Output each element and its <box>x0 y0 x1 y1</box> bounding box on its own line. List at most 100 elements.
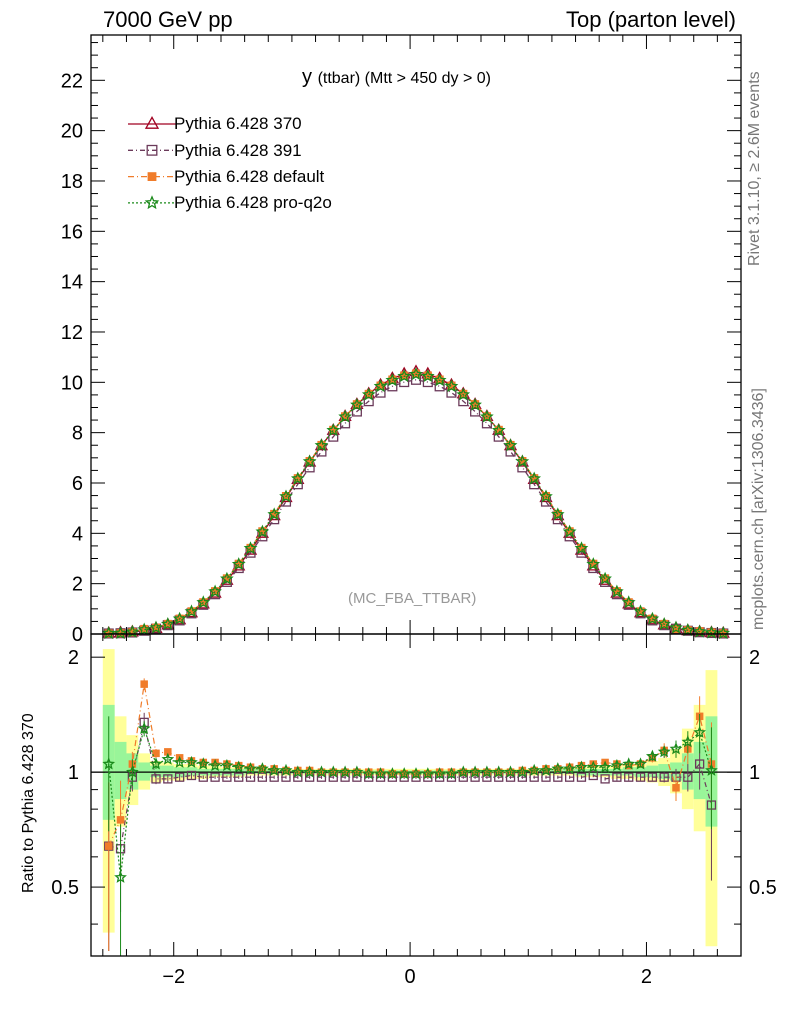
legend-label-370: Pythia 6.428 370 <box>174 114 302 133</box>
ratio-point <box>185 755 198 768</box>
ratio-point <box>588 770 598 781</box>
main-point <box>184 604 199 618</box>
ratio-y-tick-label-right: 1 <box>749 762 760 784</box>
main-point <box>267 507 282 521</box>
ratio-point <box>338 765 352 778</box>
main-point <box>220 571 234 585</box>
ratio-point <box>600 774 610 784</box>
ratio-point <box>645 749 659 762</box>
main-series-4 <box>101 367 731 640</box>
ratio-point <box>705 763 718 776</box>
chart-title: y (ttbar) (Mtt > 450 dy > 0) <box>302 66 491 89</box>
ratio-point <box>563 762 577 775</box>
main-point <box>503 438 518 452</box>
legend-marker <box>147 172 157 181</box>
ratio-point <box>255 762 269 775</box>
ratio-point <box>315 765 328 778</box>
ratio-point <box>575 760 588 773</box>
main-point <box>704 625 719 639</box>
ratio-point <box>151 774 161 784</box>
main-y-tick-label: 14 <box>61 272 83 294</box>
ratio-point <box>220 758 234 772</box>
main-point <box>610 584 624 598</box>
ratio-point <box>634 757 647 770</box>
main-point <box>670 623 682 634</box>
ratio-point <box>152 749 160 758</box>
main-point <box>633 604 648 618</box>
ratio-point <box>350 765 364 778</box>
legend-label-proq2o: Pythia 6.428 pro-q2o <box>174 193 332 212</box>
ratio-point <box>598 760 612 773</box>
main-point <box>550 507 565 521</box>
ratio-point <box>694 759 705 769</box>
ratio-point <box>210 772 220 782</box>
ratio-point <box>222 772 232 782</box>
main-y-tick-label: 6 <box>72 473 83 495</box>
main-y-tick-label: 10 <box>61 372 83 394</box>
main-point <box>290 471 305 485</box>
ratio-band-green <box>161 765 174 778</box>
ratio-point <box>612 772 622 782</box>
main-y-tick-label: 8 <box>72 423 83 445</box>
main-point <box>515 454 530 468</box>
main-point <box>657 617 672 630</box>
main-point <box>432 373 447 387</box>
ratio-y-tick-label-right: 2 <box>749 647 760 669</box>
main-panel-content <box>101 364 731 640</box>
ratio-point <box>163 774 173 784</box>
ratio-point <box>527 763 541 776</box>
header-right: Top (parton level) <box>566 7 736 32</box>
main-point <box>113 626 128 640</box>
ratio-y-tick-label-right: 0.5 <box>749 877 777 899</box>
ratio-point <box>551 762 565 775</box>
ratio-point <box>610 758 624 772</box>
ratio-band-green <box>150 765 162 778</box>
ratio-y-tick-label-left: 0.5 <box>51 877 79 899</box>
ratio-y-tick-label-left: 2 <box>68 647 79 669</box>
ratio-point <box>374 767 387 780</box>
ratio-point <box>456 765 470 778</box>
ratio-point <box>397 767 411 780</box>
main-line <box>108 373 724 634</box>
ratio-point <box>576 772 587 782</box>
legend-label-default: Pythia 6.428 default <box>174 167 325 186</box>
main-point <box>385 373 400 387</box>
ratio-point <box>659 772 669 782</box>
ratio-point <box>149 757 163 770</box>
legend <box>128 116 176 210</box>
ratio-frame <box>90 633 742 957</box>
ratio-point <box>657 745 671 758</box>
legend-label-391: Pythia 6.428 391 <box>174 141 302 160</box>
ratio-point <box>624 772 634 782</box>
ratio-point <box>232 760 246 773</box>
legend-marker <box>146 144 158 156</box>
ratio-point <box>480 765 494 778</box>
main-y-tick-label: 12 <box>61 322 83 344</box>
chart-title-rest: (ttbar) (Mtt > 450 dy > 0) <box>317 70 491 87</box>
main-point <box>279 489 293 503</box>
ratio-point <box>553 772 563 782</box>
main-point <box>491 423 506 437</box>
ratio-point <box>445 767 458 780</box>
main-point <box>409 367 423 381</box>
chart-title-main: y <box>302 66 312 88</box>
main-point <box>468 397 482 411</box>
ratio-point <box>672 784 680 792</box>
ratio-point <box>669 742 683 755</box>
ratio-band-green <box>114 741 127 800</box>
main-point <box>539 489 553 503</box>
ratio-point <box>161 752 175 765</box>
main-point <box>716 626 731 640</box>
ratio-point <box>291 765 305 778</box>
ratio-point <box>647 772 658 782</box>
main-point <box>338 409 352 423</box>
ratio-point <box>234 772 244 782</box>
main-point <box>574 541 589 555</box>
ratio-point <box>137 721 151 735</box>
main-point <box>669 620 683 634</box>
ratio-point <box>102 757 116 770</box>
main-point <box>314 438 329 452</box>
main-point <box>598 571 612 585</box>
main-point <box>196 595 211 609</box>
main-point <box>361 387 376 401</box>
